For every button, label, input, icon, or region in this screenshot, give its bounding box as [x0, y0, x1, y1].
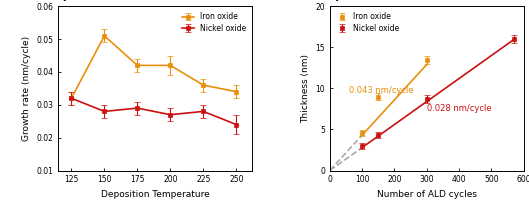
- X-axis label: Deposition Temperature: Deposition Temperature: [101, 190, 209, 199]
- Text: 0.043 nm/cycle: 0.043 nm/cycle: [349, 85, 414, 94]
- Text: 0.028 nm/cycle: 0.028 nm/cycle: [427, 104, 491, 113]
- Text: a): a): [54, 0, 69, 3]
- Legend: Iron oxide, Nickel oxide: Iron oxide, Nickel oxide: [180, 10, 248, 35]
- X-axis label: Number of ALD cycles: Number of ALD cycles: [377, 190, 477, 199]
- Y-axis label: Thickness (nm): Thickness (nm): [300, 54, 309, 123]
- Legend: Iron oxide, Nickel oxide: Iron oxide, Nickel oxide: [334, 10, 402, 35]
- Y-axis label: Growth rate (nm/cycle): Growth rate (nm/cycle): [22, 36, 31, 141]
- Text: b): b): [326, 0, 341, 3]
